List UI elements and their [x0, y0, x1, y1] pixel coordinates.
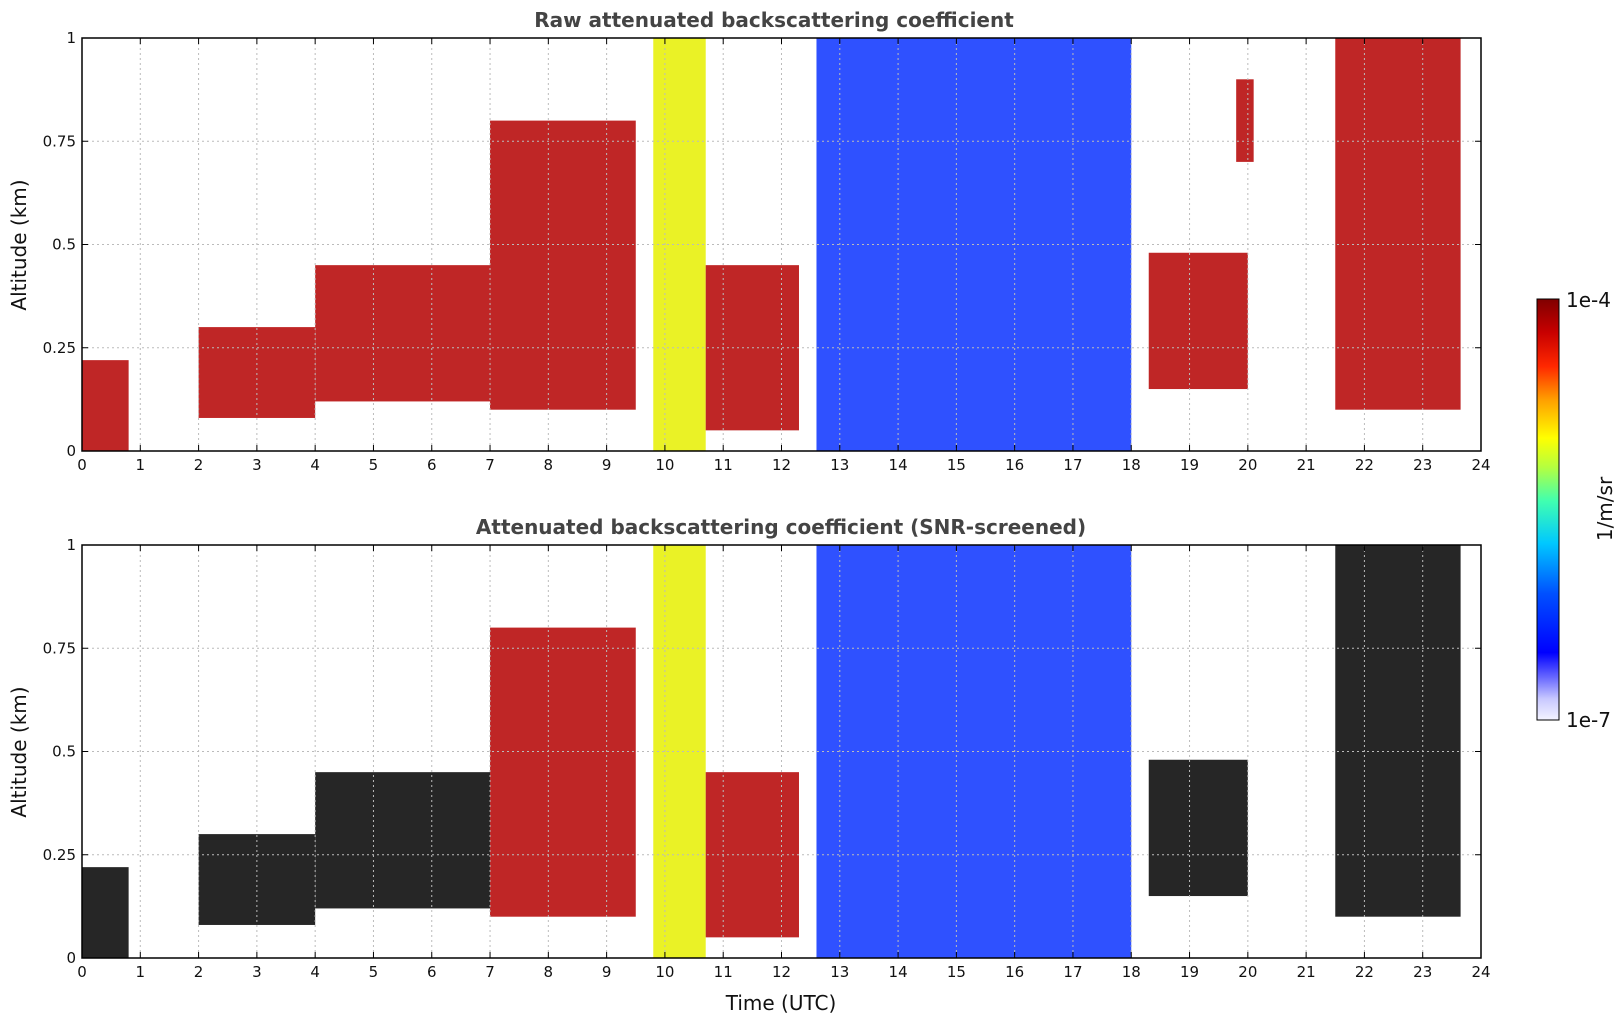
x-tick-label: 5: [369, 963, 379, 981]
x-tick-label: 9: [602, 456, 612, 474]
backscatter-feature: [1148, 252, 1248, 390]
axis-ticks: 0 1 2 3 4 5 6 7 8 9 10 11 12 13 14 15 16 17 18 19 20 21 22 23 24…: [43, 29, 1491, 474]
colorbar-gradient: [1536, 298, 1560, 721]
x-tick-label: 14: [889, 456, 908, 474]
backscatter-feature: [82, 360, 129, 451]
x-tick-label: 6: [427, 456, 437, 474]
x-tick-label: 1: [136, 456, 146, 474]
x-tick-label: 4: [310, 963, 320, 981]
x-tick-label: 19: [1180, 456, 1199, 474]
x-tick-label: 16: [1005, 456, 1024, 474]
x-tick-label: 22: [1355, 963, 1374, 981]
x-tick-label: 23: [1413, 456, 1432, 474]
x-tick-label: 14: [889, 963, 908, 981]
y-tick-label: 0.5: [52, 236, 76, 254]
x-tick-label: 4: [310, 456, 320, 474]
backscatter-feature: [1148, 759, 1248, 897]
x-tick-label: 0: [77, 456, 87, 474]
x-tick-label: 15: [947, 963, 966, 981]
colorbar-unit-label: 1/m/sr: [1593, 476, 1617, 541]
x-tick-label: 18: [1122, 963, 1141, 981]
x-tick-label: 2: [194, 456, 204, 474]
colorbar-max-label: 1e-4: [1566, 288, 1611, 312]
x-tick-label: 20: [1238, 456, 1257, 474]
x-tick-label: 10: [655, 456, 674, 474]
x-tick-label: 20: [1238, 963, 1257, 981]
x-tick-label: 18: [1122, 456, 1141, 474]
backscatter-feature: [490, 120, 636, 410]
backscatter-feature: [490, 627, 636, 917]
x-tick-label: 9: [602, 963, 612, 981]
x-tick-label: 8: [544, 963, 554, 981]
y-tick-label: 0: [66, 442, 76, 460]
x-tick-label: 3: [252, 456, 262, 474]
x-tick-label: 12: [772, 456, 791, 474]
plot-frame: [81, 37, 1482, 452]
y-axis-label: Altitude (km): [7, 686, 31, 817]
y-tick-label: 0.75: [43, 132, 76, 150]
backscatter-feature: [1335, 38, 1461, 410]
x-tick-label: 3: [252, 963, 262, 981]
backscatter-feature: [315, 772, 491, 909]
x-tick-label: 16: [1005, 963, 1024, 981]
x-axis-label: Time (UTC): [725, 991, 837, 1015]
backscatter-feature: [198, 834, 316, 925]
plot-frame: [81, 544, 1482, 959]
x-tick-label: 2: [194, 963, 204, 981]
backscatter-feature: [198, 327, 316, 418]
x-tick-label: 7: [485, 963, 495, 981]
y-tick-label: 0.25: [43, 846, 76, 864]
colorbar: 1e-4 1e-7 1/m/sr: [1536, 288, 1617, 732]
colorbar-min-label: 1e-7: [1566, 708, 1611, 732]
panel-screened: Attenuated backscattering coefficient (S…: [7, 515, 1491, 1015]
y-tick-label: 0.5: [52, 743, 76, 761]
x-tick-label: 12: [772, 963, 791, 981]
x-tick-label: 17: [1063, 963, 1082, 981]
x-tick-label: 6: [427, 963, 437, 981]
backscatter-feature: [82, 867, 129, 958]
x-tick-label: 19: [1180, 963, 1199, 981]
x-tick-label: 11: [714, 963, 733, 981]
x-tick-label: 15: [947, 456, 966, 474]
panel-title: Raw attenuated backscattering coefficien…: [534, 8, 1014, 32]
backscatter-feature: [1335, 545, 1461, 917]
x-tick-label: 10: [655, 963, 674, 981]
x-tick-label: 0: [77, 963, 87, 981]
backscatter-feature: [315, 265, 491, 402]
x-tick-label: 21: [1297, 963, 1316, 981]
x-tick-label: 5: [369, 456, 379, 474]
y-tick-label: 0.25: [43, 339, 76, 357]
x-tick-label: 8: [544, 456, 554, 474]
y-tick-label: 1: [66, 29, 76, 47]
x-tick-label: 22: [1355, 456, 1374, 474]
x-tick-label: 23: [1413, 963, 1432, 981]
y-axis-label: Altitude (km): [7, 179, 31, 310]
x-tick-label: 13: [830, 963, 849, 981]
x-tick-label: 11: [714, 456, 733, 474]
y-tick-label: 1: [66, 536, 76, 554]
x-tick-label: 24: [1471, 963, 1490, 981]
x-tick-label: 17: [1063, 456, 1082, 474]
x-tick-label: 1: [136, 963, 146, 981]
backscatter-feature: [1236, 79, 1254, 162]
x-tick-label: 21: [1297, 456, 1316, 474]
panel-raw: Raw attenuated backscattering coefficien…: [7, 8, 1491, 474]
x-tick-label: 24: [1471, 456, 1490, 474]
y-tick-label: 0.75: [43, 639, 76, 657]
panel-title: Attenuated backscattering coefficient (S…: [476, 515, 1086, 539]
x-tick-label: 7: [485, 456, 495, 474]
x-tick-label: 13: [830, 456, 849, 474]
y-tick-label: 0: [66, 949, 76, 967]
